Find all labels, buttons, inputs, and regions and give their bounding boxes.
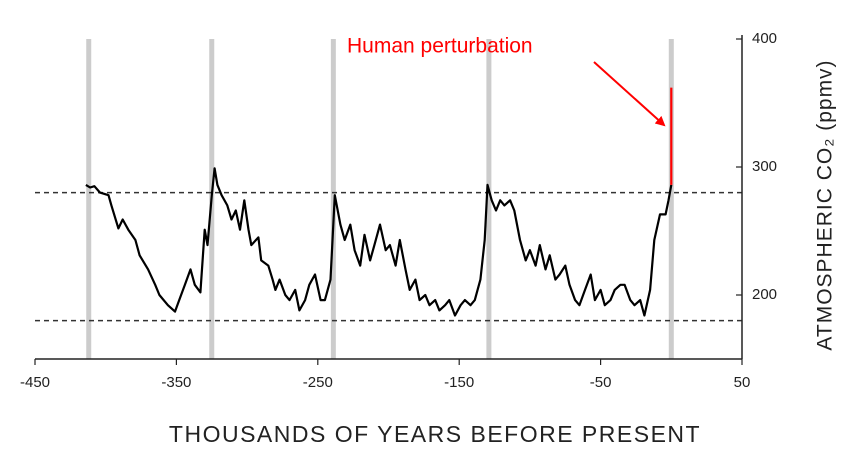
x-tick-label: -50 bbox=[590, 374, 612, 391]
x-tick-label: -450 bbox=[20, 374, 50, 391]
plot-layer: -450 -350 -250 -150 -50 50 200 300 400 bbox=[20, 30, 777, 391]
y-axis-label: ATMOSPHERIC CO₂ (ppmv) bbox=[814, 59, 837, 350]
x-tick-label: -250 bbox=[303, 374, 333, 391]
x-tick-label: 50 bbox=[734, 374, 751, 391]
x-axis-label: THOUSANDS OF YEARS BEFORE PRESENT bbox=[169, 421, 701, 447]
series-line bbox=[85, 167, 673, 317]
y-tick-label: 200 bbox=[752, 286, 777, 303]
annotation: Human perturbation bbox=[347, 35, 533, 58]
x-tick-label: -150 bbox=[444, 374, 474, 391]
y-tick-label: 300 bbox=[752, 158, 777, 175]
x-tick-label: -350 bbox=[161, 374, 191, 391]
y-tick-label: 400 bbox=[752, 30, 777, 47]
annotation-arrow bbox=[593, 61, 666, 127]
